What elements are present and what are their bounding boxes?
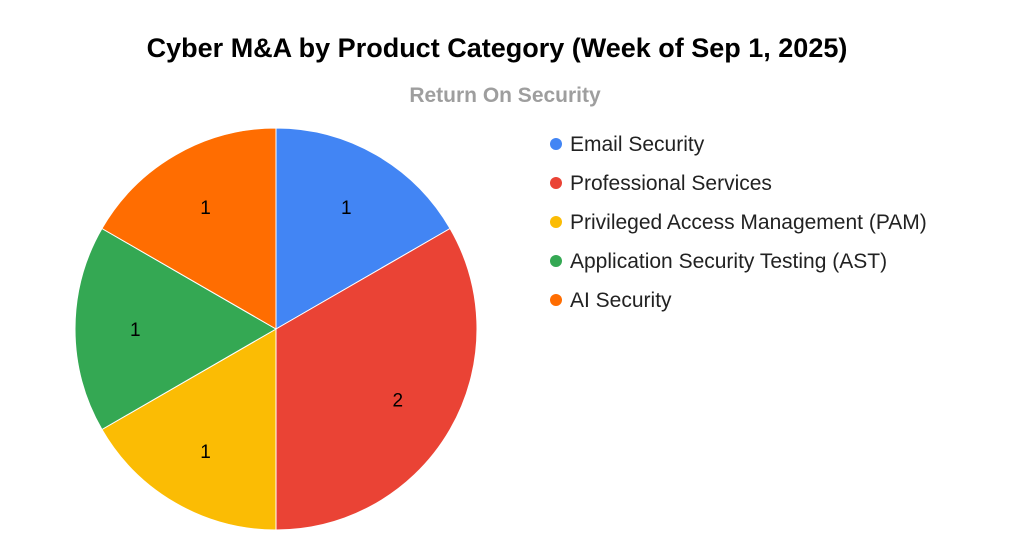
legend-marker bbox=[550, 177, 562, 189]
legend-label: Email Security bbox=[570, 133, 705, 156]
legend-item-email-security: Email Security bbox=[550, 133, 705, 156]
legend-marker bbox=[550, 255, 562, 267]
data-label-application-security-testing-ast: 1 bbox=[130, 320, 141, 341]
legend-marker bbox=[550, 216, 562, 228]
pie-slice-privileged-access-management-pam bbox=[101, 328, 277, 531]
legend-label: Privileged Access Management (PAM) bbox=[570, 211, 927, 234]
legend-item-application-security-testing-ast: Application Security Testing (AST) bbox=[550, 250, 887, 273]
chart-legend: Email Security Professional Services Privi… bbox=[550, 133, 927, 312]
pie-slice-professional-services bbox=[275, 227, 478, 531]
pie-slice-application-security-testing-ast bbox=[74, 227, 277, 431]
legend-item-professional-services: Professional Services bbox=[550, 172, 772, 195]
data-label-ai-security: 1 bbox=[200, 198, 211, 219]
legend-item-privileged-access-management-pam: Privileged Access Management (PAM) bbox=[550, 211, 927, 234]
data-label-email-security: 1 bbox=[341, 198, 352, 219]
data-label-privileged-access-management-pam: 1 bbox=[200, 442, 211, 463]
chart-subtitle: Return On Security bbox=[409, 84, 601, 107]
pie-slices bbox=[74, 127, 478, 531]
legend-label: Professional Services bbox=[570, 172, 772, 195]
pie-slice-email-security bbox=[275, 127, 451, 330]
pie-data-labels: 1 2 1 1 1 bbox=[130, 198, 403, 463]
chart-title: Cyber M&A by Product Category (Week of S… bbox=[147, 33, 848, 63]
legend-label: Application Security Testing (AST) bbox=[570, 250, 887, 273]
legend-marker bbox=[550, 294, 562, 306]
legend-marker bbox=[550, 138, 562, 150]
legend-item-ai-security: AI Security bbox=[550, 289, 672, 312]
data-label-professional-services: 2 bbox=[393, 390, 404, 411]
legend-label: AI Security bbox=[570, 289, 672, 312]
pie-slice-ai-security bbox=[101, 127, 277, 330]
